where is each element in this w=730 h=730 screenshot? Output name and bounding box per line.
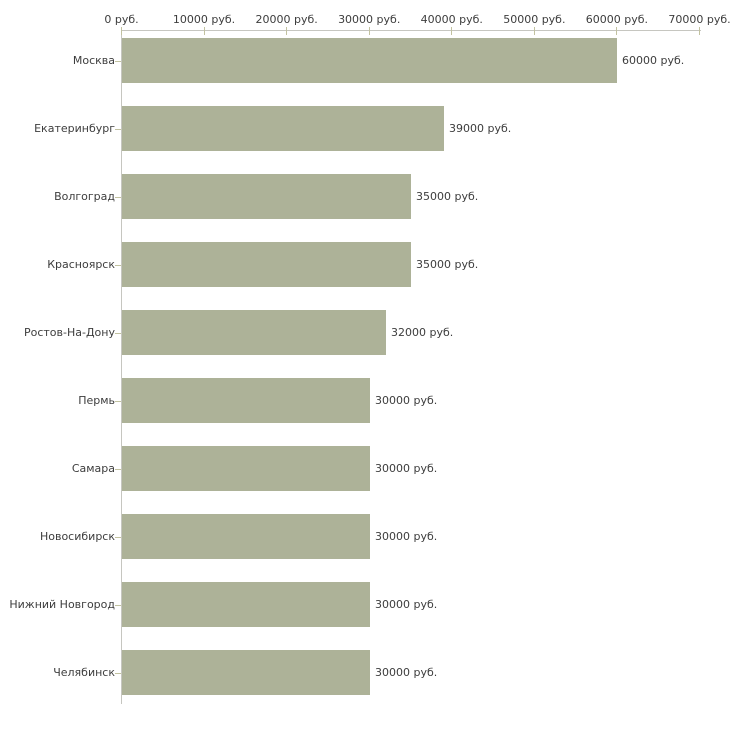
bar: [122, 310, 386, 355]
value-label: 35000 руб.: [416, 258, 479, 271]
category-label: Красноярск: [47, 258, 115, 271]
y-axis-line: [121, 31, 122, 704]
x-axis-tick-mark: [368, 27, 370, 35]
y-axis-tick-mark: [115, 60, 121, 62]
category-label: Пермь: [78, 394, 115, 407]
category-label: Ростов-На-Дону: [23, 326, 115, 339]
x-axis-line: [121, 30, 701, 31]
x-axis-tick-label: 50000 руб.: [503, 13, 566, 26]
x-axis-tick-mark: [616, 27, 618, 35]
value-label: 30000 руб.: [375, 598, 438, 611]
x-axis-tick-mark: [203, 27, 205, 35]
bar: [122, 174, 411, 219]
value-label: 30000 руб.: [375, 462, 438, 475]
bar: [122, 378, 370, 423]
value-label: 30000 руб.: [375, 666, 438, 679]
y-axis-tick-mark: [115, 128, 121, 130]
bar: [122, 582, 370, 627]
y-axis-tick-mark: [115, 196, 121, 198]
value-label: 39000 руб.: [449, 122, 512, 135]
y-axis-tick-mark: [115, 672, 121, 674]
x-axis-tick-label: 40000 руб.: [420, 13, 483, 26]
y-axis-tick-mark: [115, 332, 121, 334]
x-axis-tick-mark: [699, 27, 700, 35]
value-label: 35000 руб.: [416, 190, 479, 203]
x-axis-tick-mark: [533, 27, 535, 35]
value-label: 30000 руб.: [375, 530, 438, 543]
bar: [122, 38, 617, 83]
category-label: Волгоград: [54, 190, 115, 203]
x-axis-tick-label: 30000 руб.: [338, 13, 401, 26]
category-label: Новосибирск: [39, 530, 115, 543]
y-axis-tick-mark: [115, 400, 121, 402]
x-axis-tick-label: 70000 руб.: [668, 13, 730, 26]
x-axis-tick-label: 60000 руб.: [585, 13, 649, 26]
bar: [122, 242, 411, 287]
x-axis-tick-label: 10000 руб.: [172, 13, 236, 26]
y-axis-tick-mark: [115, 468, 121, 470]
x-axis-tick-mark: [286, 27, 288, 35]
category-label: Нижний Новгород: [9, 598, 115, 611]
y-axis-tick-mark: [115, 604, 121, 606]
y-axis-tick-mark: [115, 536, 121, 538]
bar: [122, 650, 370, 695]
y-axis-tick-mark: [115, 264, 121, 266]
category-label: Екатеринбург: [34, 122, 115, 135]
category-label: Самара: [71, 462, 115, 475]
bar: [122, 106, 444, 151]
category-label: Москва: [72, 54, 115, 67]
x-axis-tick-mark: [451, 27, 453, 35]
category-label: Челябинск: [53, 666, 115, 679]
x-axis-tick-mark: [121, 27, 122, 35]
bar: [122, 446, 370, 491]
x-axis-tick-label: 20000 руб.: [255, 13, 318, 26]
x-axis-tick-label: 0 руб.: [104, 13, 139, 26]
value-label: 60000 руб.: [622, 54, 685, 67]
value-label: 30000 руб.: [375, 394, 438, 407]
bar: [122, 514, 370, 559]
value-label: 32000 руб.: [391, 326, 454, 339]
